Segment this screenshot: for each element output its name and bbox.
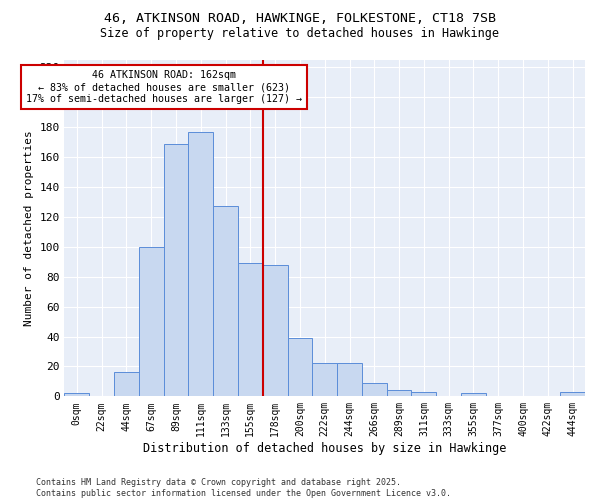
Bar — [114, 372, 139, 396]
Bar — [412, 392, 436, 396]
Bar — [188, 132, 213, 396]
Bar — [560, 392, 585, 396]
Bar — [139, 247, 164, 396]
Bar — [213, 206, 238, 396]
Bar — [164, 144, 188, 396]
Text: Size of property relative to detached houses in Hawkinge: Size of property relative to detached ho… — [101, 28, 499, 40]
Text: 46 ATKINSON ROAD: 162sqm
← 83% of detached houses are smaller (623)
17% of semi-: 46 ATKINSON ROAD: 162sqm ← 83% of detach… — [26, 70, 302, 104]
Bar — [263, 265, 287, 396]
Y-axis label: Number of detached properties: Number of detached properties — [24, 130, 34, 326]
Bar — [313, 364, 337, 396]
Bar — [287, 338, 313, 396]
Bar — [386, 390, 412, 396]
Bar — [238, 264, 263, 396]
Text: Contains HM Land Registry data © Crown copyright and database right 2025.
Contai: Contains HM Land Registry data © Crown c… — [36, 478, 451, 498]
Bar — [362, 383, 386, 396]
X-axis label: Distribution of detached houses by size in Hawkinge: Distribution of detached houses by size … — [143, 442, 506, 455]
Bar — [337, 364, 362, 396]
Bar — [461, 394, 486, 396]
Bar — [64, 394, 89, 396]
Text: 46, ATKINSON ROAD, HAWKINGE, FOLKESTONE, CT18 7SB: 46, ATKINSON ROAD, HAWKINGE, FOLKESTONE,… — [104, 12, 496, 26]
